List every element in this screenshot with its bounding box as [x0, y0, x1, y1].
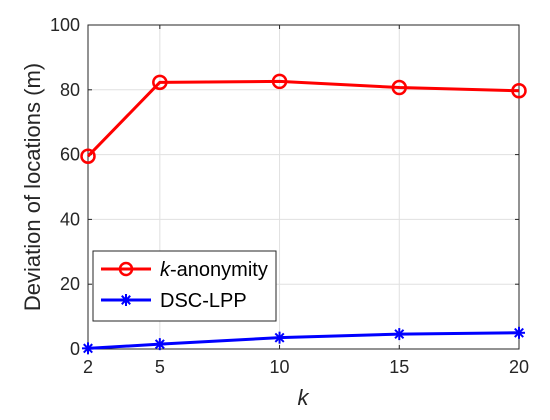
asterisk-stroke: [121, 295, 131, 305]
x-axis-label: k: [298, 385, 310, 410]
y-tick-label: 20: [60, 274, 80, 294]
asterisk-stroke: [154, 339, 165, 350]
legend: k-anonymity DSC-LPP: [92, 250, 277, 322]
asterisk-stroke: [83, 343, 93, 354]
x-tick-label: 15: [389, 357, 409, 377]
data-point-dsc-lpp: [273, 331, 286, 344]
y-axis-label: Deviation of locations (m): [20, 63, 45, 311]
data-point-k-anonymity: [80, 148, 96, 164]
y-tick-label: 40: [60, 209, 80, 229]
asterisk-stroke: [274, 332, 285, 343]
series-layer: [80, 73, 527, 355]
asterisk-stroke: [394, 329, 405, 340]
y-tick-labels: 0 20 40 60 80 100: [50, 15, 80, 359]
data-point-dsc-lpp: [153, 338, 166, 351]
plot-frame: [87, 24, 520, 350]
data-point-k-anonymity: [391, 79, 408, 96]
data-point-dsc-lpp: [393, 328, 406, 341]
x-tick-labels: 2 5 10 15 20: [83, 357, 529, 377]
y-tick-label: 60: [60, 145, 80, 165]
x-tick-label: 5: [155, 357, 165, 377]
series-line-k-anonymity: [86, 79, 520, 158]
series-k-anonymity: [80, 73, 527, 164]
data-point-k-anonymity: [511, 83, 527, 99]
series-dsc-lpp: [82, 326, 525, 355]
x-tick-label: 2: [83, 357, 93, 377]
legend-marker-dsc-lpp: [120, 294, 132, 306]
asterisk-stroke: [514, 327, 524, 338]
y-tick-label: 100: [50, 15, 80, 35]
data-point-k-anonymity: [152, 74, 168, 91]
x-tick-label: 20: [509, 357, 529, 377]
legend-label-dsc-lpp: DSC-LPP: [160, 290, 247, 312]
y-tick-label: 0: [70, 339, 80, 359]
data-point-dsc-lpp: [513, 326, 525, 339]
legend-asterisk-glyph: [120, 294, 132, 306]
x-tick-label: 10: [270, 357, 290, 377]
y-tick-label: 80: [60, 80, 80, 100]
legend-label-k-anonymity: k-anonymity: [160, 259, 268, 281]
data-point-dsc-lpp: [82, 342, 94, 355]
legend-marker-k-anonymity: [118, 261, 134, 277]
data-point-k-anonymity: [271, 73, 288, 90]
